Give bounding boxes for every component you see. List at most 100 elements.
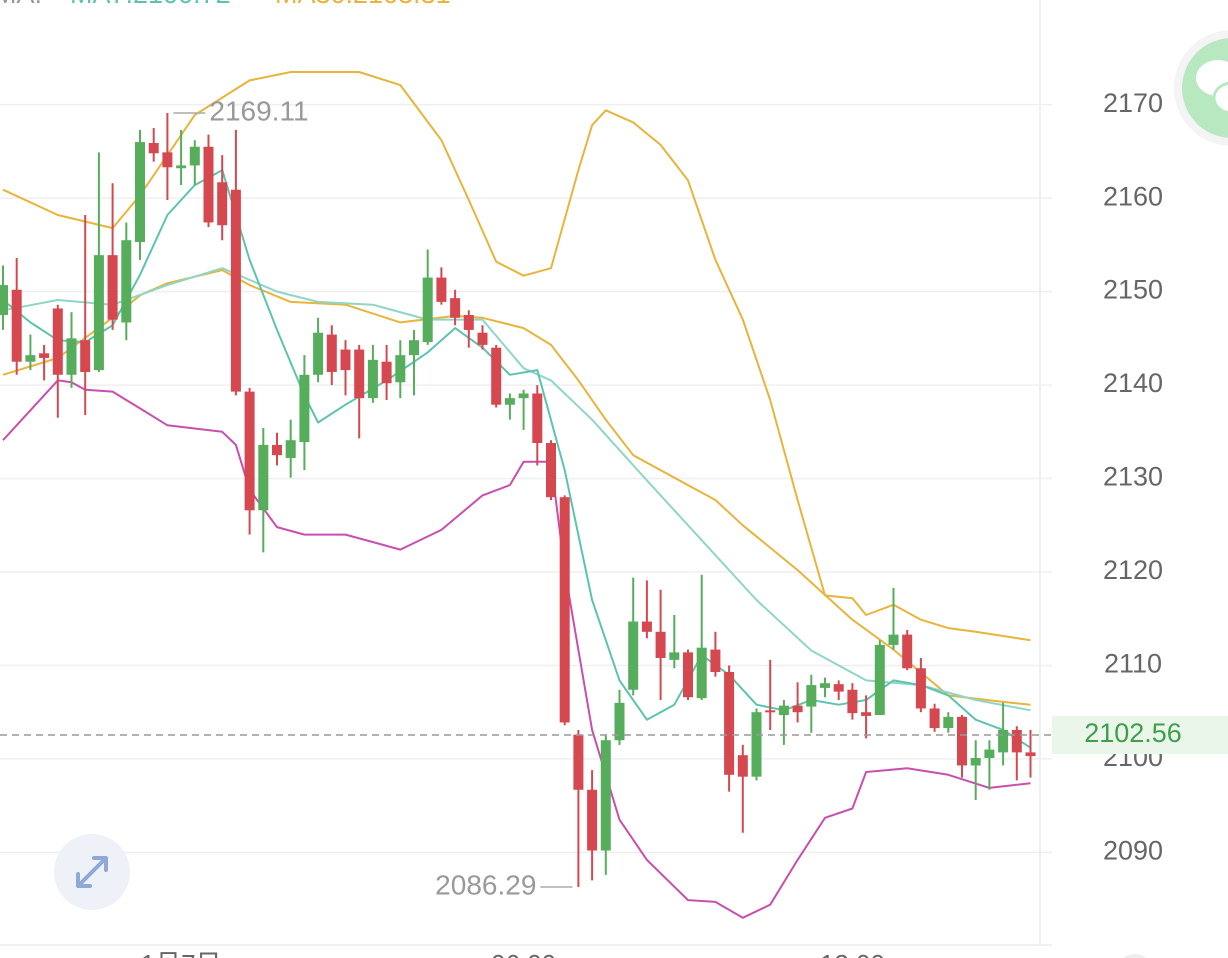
candle-body [861, 712, 872, 716]
candle-body [874, 644, 885, 715]
candle-body [655, 631, 666, 658]
candle-body [573, 734, 584, 790]
max-label: 2169.11 [209, 95, 308, 126]
candle-body [737, 755, 748, 777]
candle-body [1025, 752, 1036, 757]
candle-body [806, 685, 817, 707]
candle-body [532, 393, 543, 444]
candle-body [710, 649, 721, 673]
y-tick-label: 2140 [1103, 368, 1163, 398]
candle-body [778, 705, 789, 715]
candle-body [121, 240, 132, 323]
y-tick-label: 2170 [1103, 88, 1163, 118]
candle-body [559, 497, 570, 723]
header: MA: MA7:2100.72 MA30:2103.31 [0, 0, 451, 9]
candle-body [25, 355, 36, 362]
candle-body [272, 444, 282, 456]
chat-button[interactable] [1174, 30, 1228, 146]
candle-body [628, 621, 639, 690]
candle-body [189, 146, 200, 166]
candle-body [888, 634, 899, 645]
candle-body [299, 374, 310, 443]
candle-body [381, 361, 392, 384]
candle-body [135, 142, 145, 243]
candle-body [833, 684, 844, 692]
labels: 2090210021102120213021402150216021701月7日… [0, 88, 1228, 958]
expand-button[interactable] [54, 834, 130, 910]
candle-body [970, 757, 981, 766]
candles [0, 112, 1036, 888]
candle-body [765, 710, 776, 713]
candle-body [683, 652, 693, 698]
candle-body [929, 708, 940, 729]
candle-body [326, 334, 337, 372]
candle-body [998, 729, 1009, 753]
candle-body [820, 683, 830, 688]
candle-body [395, 355, 406, 383]
last-price-box [1052, 715, 1228, 754]
grid [0, 103, 1052, 854]
candle-body [847, 689, 858, 714]
candle-body [203, 146, 214, 223]
candle-body [11, 289, 22, 362]
candle-body [984, 749, 995, 758]
candle-body [409, 340, 419, 356]
candle-body [600, 740, 611, 851]
candle-body [669, 652, 680, 660]
min-label: 2086.29 [435, 869, 536, 900]
candle-body [244, 391, 255, 511]
candle-body [285, 440, 296, 458]
y-tick-label: 2130 [1103, 462, 1163, 492]
candle-body [148, 142, 159, 154]
candle-body [915, 668, 926, 709]
candle-body [162, 152, 173, 168]
candle-body [504, 398, 515, 405]
candle-body [463, 314, 474, 330]
candle-body [230, 189, 241, 392]
candle-body [1011, 729, 1022, 753]
candle-body [354, 349, 365, 399]
ma-prefix: MA: [0, 0, 42, 9]
scroll-button[interactable] [1117, 954, 1153, 958]
candle-body [93, 255, 104, 371]
candle-body [422, 277, 433, 343]
candle-body [491, 347, 502, 405]
candle-body [792, 705, 803, 713]
candle-body [957, 716, 967, 766]
candle-body [518, 393, 529, 399]
y-tick-label: 2160 [1103, 181, 1163, 211]
y-tick-label: 2110 [1104, 649, 1162, 679]
indicator-line [2, 71, 1031, 642]
candle-body [477, 332, 488, 345]
chat-bubble [1212, 81, 1228, 115]
indicator-line [2, 169, 1032, 749]
candle-body [258, 444, 269, 511]
x-tick-label: 12:00 [820, 949, 885, 958]
candle-body [176, 165, 187, 169]
candle-body [52, 308, 63, 375]
ma7-label: MA7:2100.72 [70, 0, 231, 9]
candle-body [66, 338, 77, 375]
indicator-lines [2, 71, 1032, 919]
indicator-line [2, 269, 1031, 706]
candle-body [450, 298, 461, 318]
candle-body [587, 789, 598, 851]
y-tick-label: 2090 [1103, 836, 1163, 866]
candle-body [107, 255, 118, 320]
candle-body [0, 285, 8, 315]
candle-body [39, 353, 50, 358]
candle-body [367, 359, 378, 399]
candle-body [436, 277, 447, 302]
candle-body [546, 443, 556, 498]
expand-icon [76, 856, 108, 888]
x-tick-label: 06:00 [491, 949, 556, 958]
candle-body [217, 182, 228, 226]
x-tick-label: 1月7日 [141, 949, 222, 958]
candle-body [313, 332, 324, 375]
y-tick-label: 2120 [1103, 555, 1163, 585]
candle-body [724, 672, 735, 775]
last-price-label: 2102.56 [1084, 718, 1182, 748]
candle-body [80, 340, 91, 372]
